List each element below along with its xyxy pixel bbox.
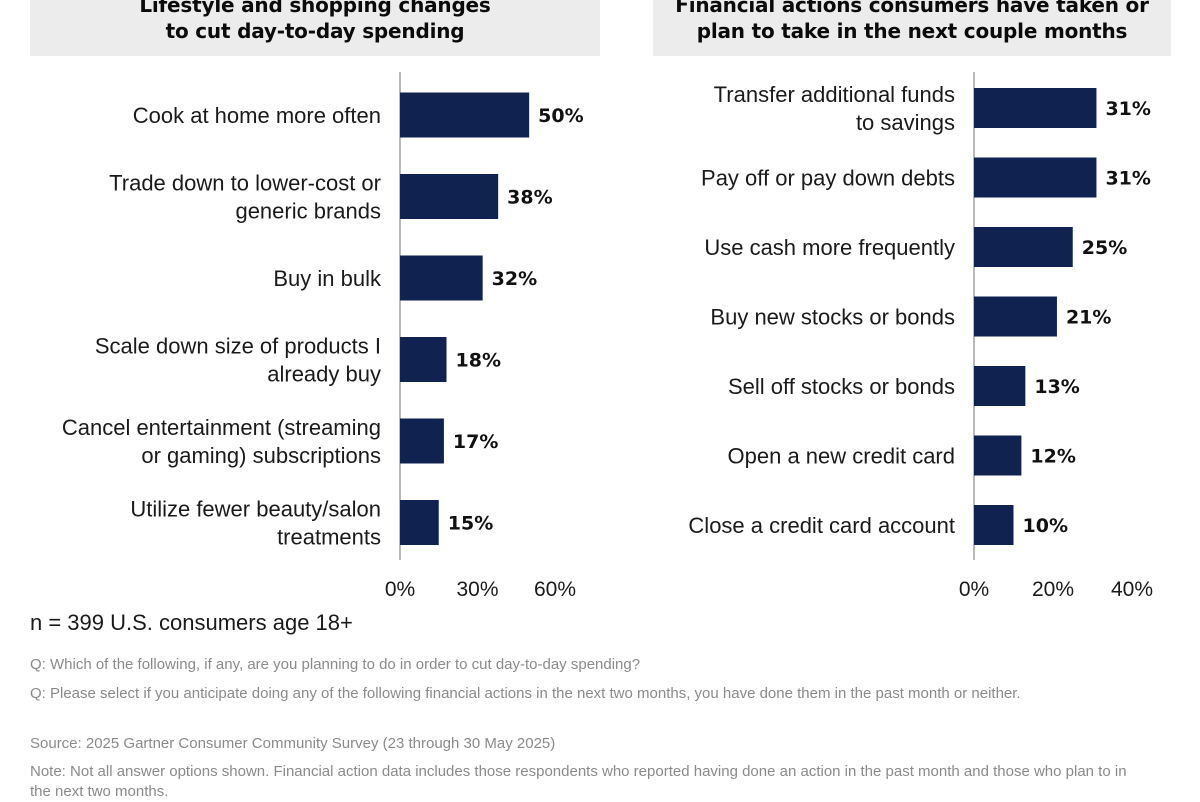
category-label: Utilize fewer beauty/salon — [130, 497, 381, 522]
bar — [974, 366, 1026, 406]
x-tick-label: 20% — [1032, 578, 1074, 601]
x-tick-label: 0% — [385, 578, 415, 601]
footnote-question-2: Q: Please select if you anticipate doing… — [30, 685, 1021, 702]
bar — [400, 255, 483, 301]
bar — [400, 418, 444, 464]
value-label: 21% — [1066, 307, 1111, 329]
right-chart-title-line-2: plan to take in the next couple months — [696, 19, 1128, 43]
value-label: 32% — [492, 268, 537, 290]
footnote-source: Source: 2025 Gartner Consumer Community … — [30, 735, 556, 752]
bar — [974, 88, 1097, 128]
category-label: already buy — [267, 362, 381, 387]
category-label: treatments — [277, 525, 381, 550]
value-label: 15% — [448, 513, 493, 535]
category-label: Sell off stocks or bonds — [728, 374, 955, 399]
bar — [974, 296, 1057, 337]
category-label: Buy new stocks or bonds — [710, 305, 955, 330]
category-label: Cook at home more often — [133, 103, 381, 128]
value-label: 10% — [1023, 515, 1068, 537]
category-label: or gaming) subscriptions — [141, 443, 381, 468]
left-chart-title-line-2: to cut day-to-day spending — [165, 19, 465, 43]
value-label: 17% — [453, 431, 498, 453]
bar — [974, 505, 1014, 545]
value-label: 50% — [538, 105, 583, 127]
category-label: to savings — [856, 110, 955, 135]
category-label: Cancel entertainment (streaming — [62, 415, 381, 440]
value-label: 12% — [1030, 446, 1075, 468]
category-label: Use cash more frequently — [704, 235, 955, 260]
footnote-note: Note: Not all answer options shown. Fina… — [30, 763, 1127, 800]
value-label: 13% — [1034, 376, 1079, 398]
category-label: Buy in bulk — [273, 266, 382, 291]
bar — [974, 435, 1022, 476]
value-label: 38% — [507, 187, 552, 209]
sample-size-note: n = 399 U.S. consumers age 18+ — [30, 610, 353, 635]
left-chart-title: Lifestyle and shopping changes to cut da… — [30, 0, 600, 56]
x-tick-label: 0% — [959, 578, 989, 601]
category-label: Transfer additional funds — [714, 82, 955, 107]
category-label: Open a new credit card — [728, 444, 955, 469]
value-label: 25% — [1082, 237, 1127, 259]
bar — [974, 157, 1097, 198]
left-chart-title-line-1: Lifestyle and shopping changes — [139, 0, 491, 17]
x-tick-label: 60% — [534, 578, 576, 601]
x-tick-label: 40% — [1111, 578, 1153, 601]
category-label: Close a credit card account — [688, 513, 955, 538]
bar — [400, 174, 499, 219]
category-label: generic brands — [235, 199, 381, 224]
category-label: Trade down to lower-cost or — [109, 171, 381, 196]
value-label: 31% — [1105, 168, 1150, 190]
value-label: 31% — [1105, 98, 1150, 120]
category-label: Pay off or pay down debts — [701, 166, 955, 191]
value-label: 18% — [456, 350, 501, 372]
right-chart-title-line-1: Financial actions consumers have taken o… — [675, 0, 1149, 17]
bar — [400, 92, 530, 138]
bar — [974, 227, 1073, 267]
bar — [400, 500, 439, 545]
x-tick-label: 30% — [456, 578, 498, 601]
footnote-question-1: Q: Which of the following, if any, are y… — [30, 656, 641, 673]
right-chart-title: Financial actions consumers have taken o… — [653, 0, 1171, 56]
category-label: Scale down size of products I — [95, 334, 381, 359]
bar — [400, 337, 447, 382]
